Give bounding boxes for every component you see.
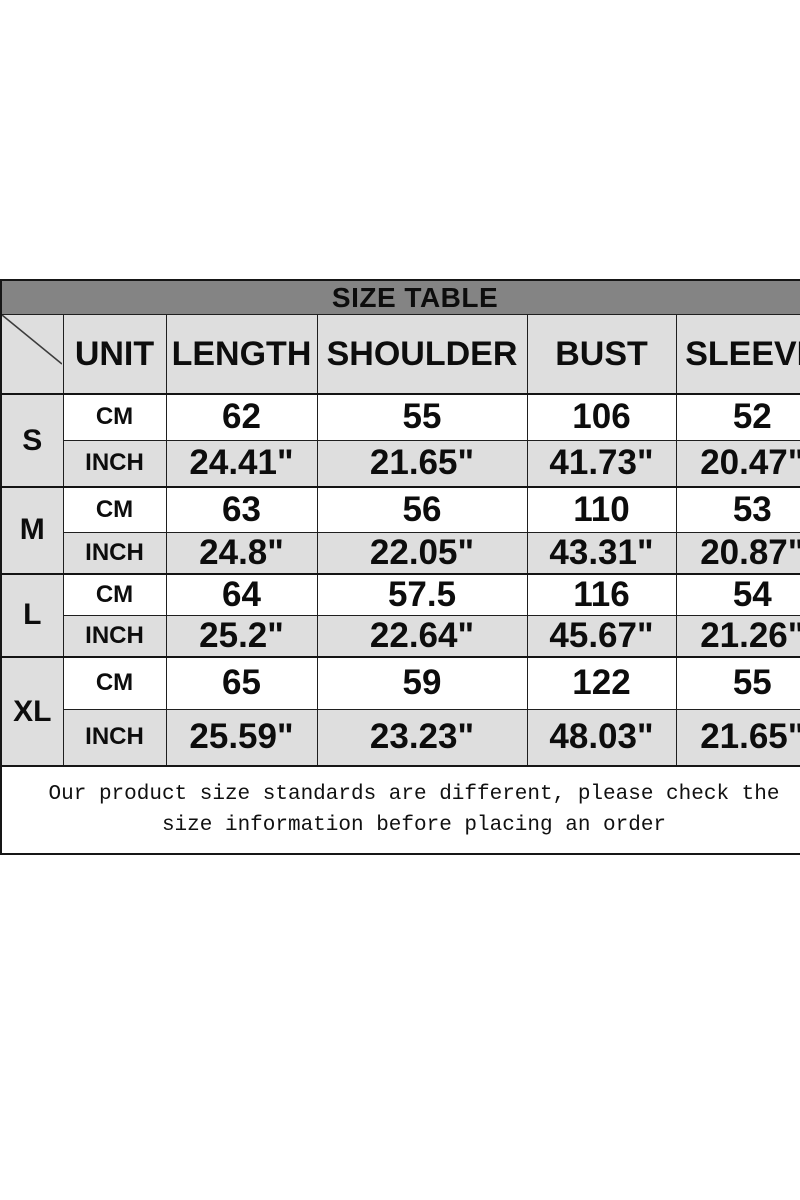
cell-l-shoulder-cm: 57.5 <box>316 572 528 616</box>
size-chart: SIZE TABLE UNIT LENGTH SHOULDER BUST SLE… <box>0 279 800 855</box>
unit-label-inch: INCH <box>62 708 167 767</box>
size-table: SIZE TABLE UNIT LENGTH SHOULDER BUST SLE… <box>0 279 800 767</box>
cell-m-length-inch: 24.8" <box>165 531 318 574</box>
note-line-1: Our product size standards are different… <box>48 783 780 806</box>
size-row-s-inch: INCH 24.41" 21.65" 41.73" 20.47" <box>1 439 800 488</box>
cell-s-length-cm: 62 <box>165 393 318 441</box>
cell-xl-shoulder-cm: 59 <box>316 656 528 710</box>
cell-xl-bust-cm: 122 <box>526 656 677 710</box>
cell-xl-sleeve-inch: 21.65" <box>675 708 800 767</box>
column-header-length: LENGTH <box>165 314 318 395</box>
size-chart-inner: SIZE TABLE UNIT LENGTH SHOULDER BUST SLE… <box>0 279 800 855</box>
size-row-xl-inch: INCH 25.59" 23.23" 48.03" 21.65" <box>1 708 800 767</box>
cell-l-sleeve-inch: 21.26" <box>675 614 800 658</box>
diagonal-line-icon <box>2 315 62 365</box>
unit-label-cm: CM <box>62 656 167 710</box>
cell-xl-shoulder-inch: 23.23" <box>316 708 528 767</box>
cell-l-bust-inch: 45.67" <box>526 614 677 658</box>
size-label-l: L <box>0 572 64 658</box>
cell-xl-sleeve-cm: 55 <box>675 656 800 710</box>
size-row-m-cm: M CM 63 56 110 53 <box>0 486 800 574</box>
column-header-shoulder: SHOULDER <box>316 314 528 395</box>
size-label-xl: XL <box>0 656 64 767</box>
corner-cell <box>0 314 64 395</box>
cell-l-length-cm: 64 <box>165 572 318 616</box>
header-row: UNIT LENGTH SHOULDER BUST SLEEVE <box>0 314 800 395</box>
cell-xl-length-inch: 25.59" <box>165 708 318 767</box>
cell-l-sleeve-cm: 54 <box>675 572 800 616</box>
size-label-s: S <box>0 393 64 488</box>
size-row-l-inch: INCH 25.2" 22.64" 45.67" 21.26" <box>1 614 800 658</box>
unit-label-cm: CM <box>62 572 167 616</box>
cell-s-shoulder-inch: 21.65" <box>316 439 528 488</box>
size-label-m: M <box>0 486 64 574</box>
size-row-l-cm: L CM 64 57.5 116 54 <box>0 572 800 658</box>
cell-m-bust-inch: 43.31" <box>526 531 677 574</box>
unit-label-inch: INCH <box>62 531 167 574</box>
unit-label-inch: INCH <box>62 614 167 658</box>
cell-m-sleeve-cm: 53 <box>675 486 800 533</box>
size-row-m-inch: INCH 24.8" 22.05" 43.31" 20.87" <box>1 531 800 574</box>
cell-m-bust-cm: 110 <box>526 486 677 533</box>
size-note: Our product size standards are different… <box>0 767 800 855</box>
cell-m-sleeve-inch: 20.87" <box>675 531 800 574</box>
cell-m-shoulder-inch: 22.05" <box>316 531 528 574</box>
note-line-2: size information before placing an order <box>161 814 667 837</box>
column-header-bust: BUST <box>526 314 677 395</box>
unit-label-inch: INCH <box>62 439 167 488</box>
cell-m-shoulder-cm: 56 <box>316 486 528 533</box>
unit-label-cm: CM <box>62 393 167 441</box>
cell-s-bust-cm: 106 <box>526 393 677 441</box>
cell-s-shoulder-cm: 55 <box>316 393 528 441</box>
size-row-xl-cm: XL CM 65 59 122 55 <box>0 656 800 767</box>
size-row-s-cm: S CM 62 55 106 52 <box>0 393 800 488</box>
cell-m-length-cm: 63 <box>165 486 318 533</box>
cell-s-length-inch: 24.41" <box>165 439 318 488</box>
cell-s-bust-inch: 41.73" <box>526 439 677 488</box>
size-table-title: SIZE TABLE <box>0 279 800 315</box>
column-header-sleeve: SLEEVE <box>675 314 800 395</box>
column-header-unit: UNIT <box>62 314 167 395</box>
cell-l-shoulder-inch: 22.64" <box>316 614 528 658</box>
size-table-title-row: SIZE TABLE <box>0 279 800 315</box>
cell-s-sleeve-cm: 52 <box>675 393 800 441</box>
cell-l-length-inch: 25.2" <box>165 614 318 658</box>
cell-xl-length-cm: 65 <box>165 656 318 710</box>
cell-s-sleeve-inch: 20.47" <box>675 439 800 488</box>
unit-label-cm: CM <box>62 486 167 533</box>
cell-l-bust-cm: 116 <box>526 572 677 616</box>
cell-xl-bust-inch: 48.03" <box>526 708 677 767</box>
